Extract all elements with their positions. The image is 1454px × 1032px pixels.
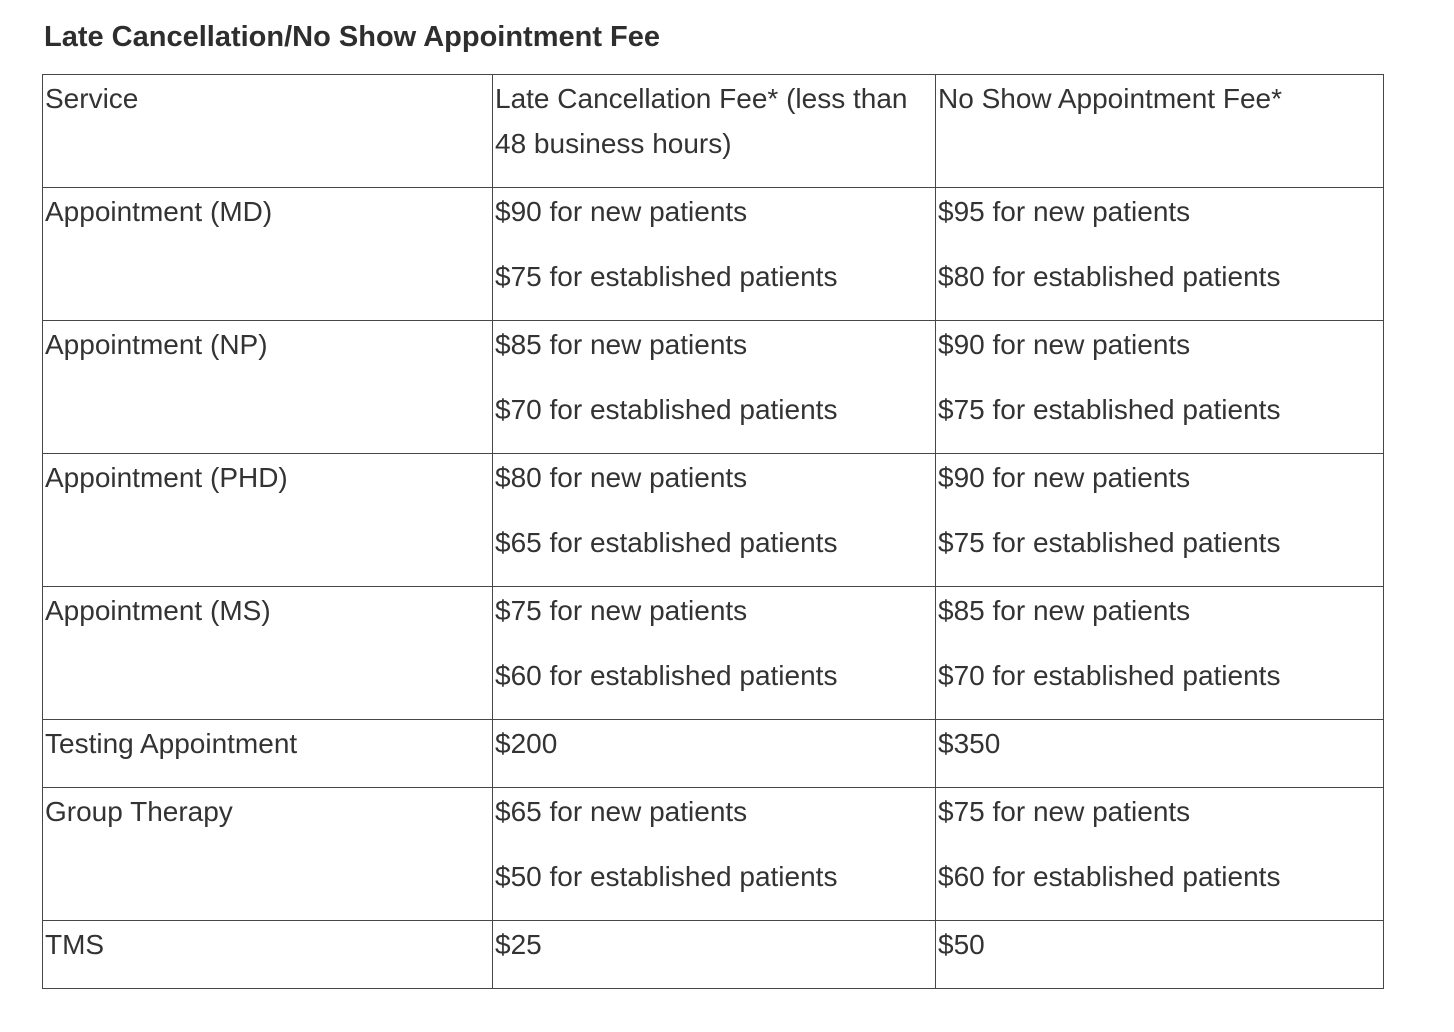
- no-show-cell: $50: [935, 920, 1384, 989]
- fee-table: Service Late Cancellation Fee* (less tha…: [42, 74, 1384, 989]
- fee-line: $90 for new patients: [938, 329, 1191, 360]
- service-cell: Appointment (NP): [42, 320, 493, 454]
- table-row: Appointment (MD) $90 for new patients $75…: [42, 187, 1384, 321]
- fee-line: $60 for established patients: [495, 660, 838, 691]
- no-show-cell: $90 for new patients $75 for established …: [935, 320, 1384, 454]
- late-cancellation-cell: $25: [492, 920, 936, 989]
- fee-line: $75 for established patients: [938, 527, 1281, 558]
- fee-table-body: Appointment (MD) $90 for new patients $75…: [42, 187, 1384, 989]
- column-header-label: Late Cancellation Fee* (less than 48 bus…: [495, 83, 908, 159]
- column-header-label: Service: [45, 83, 139, 114]
- service-label: TMS: [45, 929, 105, 960]
- fee-line: $80 for established patients: [938, 261, 1281, 292]
- service-cell: Appointment (MD): [42, 187, 493, 321]
- fee-line: $50: [938, 929, 985, 960]
- table-row: Appointment (NP) $85 for new patients $70…: [42, 320, 1384, 454]
- column-header-label: No Show Appointment Fee*: [938, 83, 1282, 114]
- fee-line: $75 for new patients: [938, 796, 1191, 827]
- late-cancellation-cell: $80 for new patients $65 for established …: [492, 453, 936, 587]
- column-header-service: Service: [42, 74, 493, 188]
- fee-line: $350: [938, 728, 1001, 759]
- column-header-no-show-fee: No Show Appointment Fee*: [935, 74, 1384, 188]
- fee-line: $80 for new patients: [495, 462, 748, 493]
- late-cancellation-cell: $200: [492, 719, 936, 788]
- fee-line: $85 for new patients: [938, 595, 1191, 626]
- service-cell: Group Therapy: [42, 787, 493, 921]
- fee-line: $90 for new patients: [495, 196, 748, 227]
- no-show-cell: $85 for new patients $70 for established …: [935, 586, 1384, 720]
- fee-table-header-row: Service Late Cancellation Fee* (less tha…: [42, 74, 1384, 188]
- fee-line: $75 for established patients: [495, 261, 838, 292]
- service-cell: Testing Appointment: [42, 719, 493, 788]
- table-row: TMS $25 $50: [42, 920, 1384, 989]
- no-show-cell: $350: [935, 719, 1384, 788]
- no-show-cell: $75 for new patients $60 for established …: [935, 787, 1384, 921]
- no-show-cell: $90 for new patients $75 for established …: [935, 453, 1384, 587]
- fee-line: $200: [495, 728, 558, 759]
- service-label: Appointment (PHD): [45, 462, 288, 493]
- fee-line: $60 for established patients: [938, 861, 1281, 892]
- service-cell: Appointment (PHD): [42, 453, 493, 587]
- fee-line: $75 for established patients: [938, 394, 1281, 425]
- service-cell: Appointment (MS): [42, 586, 493, 720]
- fee-line: $95 for new patients: [938, 196, 1191, 227]
- no-show-cell: $95 for new patients $80 for established …: [935, 187, 1384, 321]
- late-cancellation-cell: $65 for new patients $50 for established …: [492, 787, 936, 921]
- fee-line: $65 for new patients: [495, 796, 748, 827]
- table-row: Group Therapy $65 for new patients $50 fo…: [42, 787, 1384, 921]
- service-label: Testing Appointment: [45, 728, 298, 759]
- service-label: Appointment (MD): [45, 196, 273, 227]
- table-row: Appointment (PHD) $80 for new patients $6…: [42, 453, 1384, 587]
- column-header-late-cancellation-fee: Late Cancellation Fee* (less than 48 bus…: [492, 74, 936, 188]
- table-row: Appointment (MS) $75 for new patients $60…: [42, 586, 1384, 720]
- fee-line: $50 for established patients: [495, 861, 838, 892]
- fee-line: $75 for new patients: [495, 595, 748, 626]
- table-row: Testing Appointment $200 $350: [42, 719, 1384, 788]
- late-cancellation-cell: $85 for new patients $70 for established …: [492, 320, 936, 454]
- late-cancellation-cell: $75 for new patients $60 for established …: [492, 586, 936, 720]
- fee-line: $25: [495, 929, 542, 960]
- page-title: Late Cancellation/No Show Appointment Fe…: [44, 21, 661, 53]
- fee-line: $90 for new patients: [938, 462, 1191, 493]
- fee-line: $70 for established patients: [938, 660, 1281, 691]
- service-label: Group Therapy: [45, 796, 233, 827]
- fee-line: $65 for established patients: [495, 527, 838, 558]
- service-cell: TMS: [42, 920, 493, 989]
- service-label: Appointment (MS): [45, 595, 271, 626]
- late-cancellation-cell: $90 for new patients $75 for established …: [492, 187, 936, 321]
- fee-line: $70 for established patients: [495, 394, 838, 425]
- fee-line: $85 for new patients: [495, 329, 748, 360]
- service-label: Appointment (NP): [45, 329, 268, 360]
